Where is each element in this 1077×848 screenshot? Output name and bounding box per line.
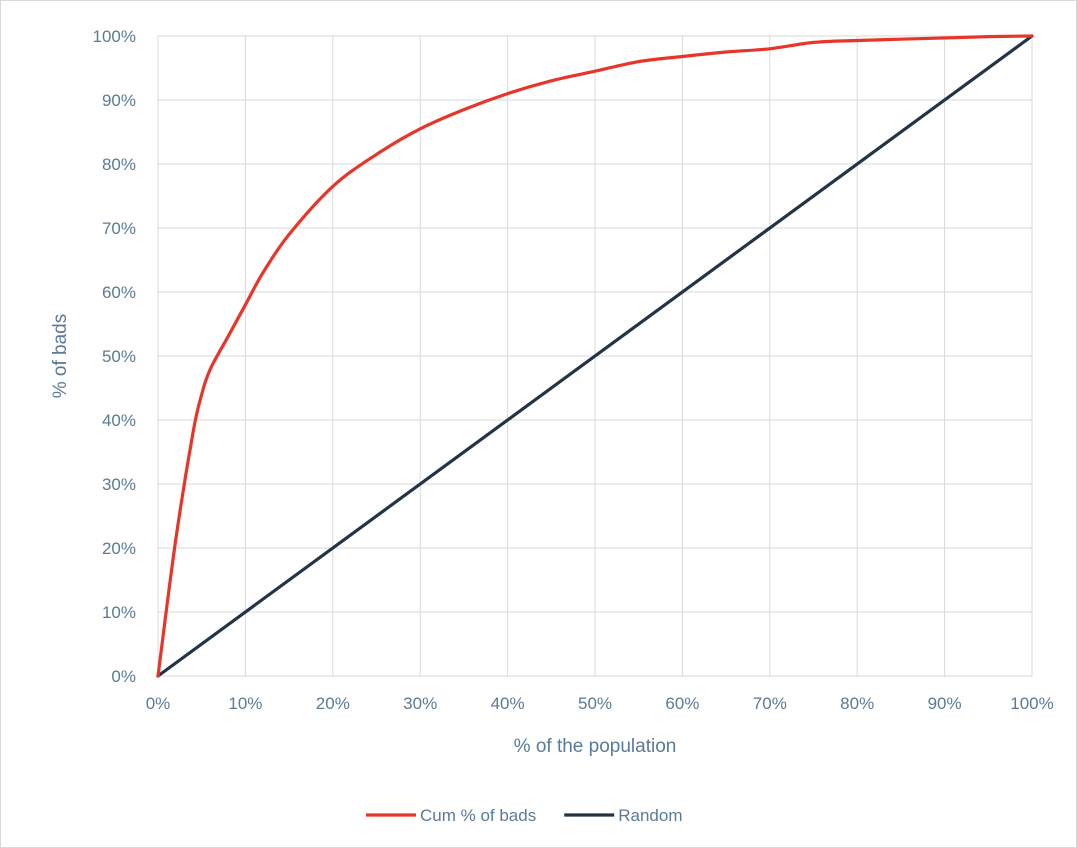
y-axis-ticks: 0% 10% 20% 30% 40% 50% 60% 70% 80% 90% 100%: [93, 27, 136, 686]
x-tick-label: 50%: [578, 694, 612, 713]
x-axis-ticks: 0% 10% 20% 30% 40% 50% 60% 70% 80% 90% 100%: [146, 694, 1054, 713]
grid-lines: [157, 35, 1033, 677]
x-axis-title: % of the population: [514, 736, 677, 757]
y-tick-label: 100%: [93, 27, 136, 46]
legend-label-cum-of-bads: Cum % of bads: [420, 806, 536, 825]
y-tick-label: 30%: [102, 475, 136, 494]
x-tick-label: 90%: [928, 694, 962, 713]
y-tick-label: 0%: [111, 667, 136, 686]
x-tick-label: 0%: [146, 694, 171, 713]
x-tick-label: 30%: [403, 694, 437, 713]
series-line-random: [156, 34, 1034, 678]
y-tick-label: 10%: [102, 603, 136, 622]
x-tick-label: 100%: [1010, 694, 1053, 713]
series-lines: [156, 34, 1034, 678]
y-tick-label: 70%: [102, 219, 136, 238]
y-tick-label: 50%: [102, 347, 136, 366]
legend: Cum % of bads Random: [366, 806, 683, 825]
x-tick-label: 60%: [665, 694, 699, 713]
y-axis-title: % of bads: [50, 314, 71, 399]
x-tick-label: 20%: [316, 694, 350, 713]
y-tick-label: 40%: [102, 411, 136, 430]
x-tick-label: 10%: [228, 694, 262, 713]
y-tick-label: 20%: [102, 539, 136, 558]
x-tick-label: 80%: [840, 694, 874, 713]
y-tick-label: 80%: [102, 155, 136, 174]
x-tick-label: 40%: [491, 694, 525, 713]
legend-label-random: Random: [618, 806, 682, 825]
y-tick-label: 90%: [102, 91, 136, 110]
series-line-cum-of-bads: [156, 34, 1034, 678]
x-tick-label: 70%: [753, 694, 787, 713]
y-tick-label: 60%: [102, 283, 136, 302]
